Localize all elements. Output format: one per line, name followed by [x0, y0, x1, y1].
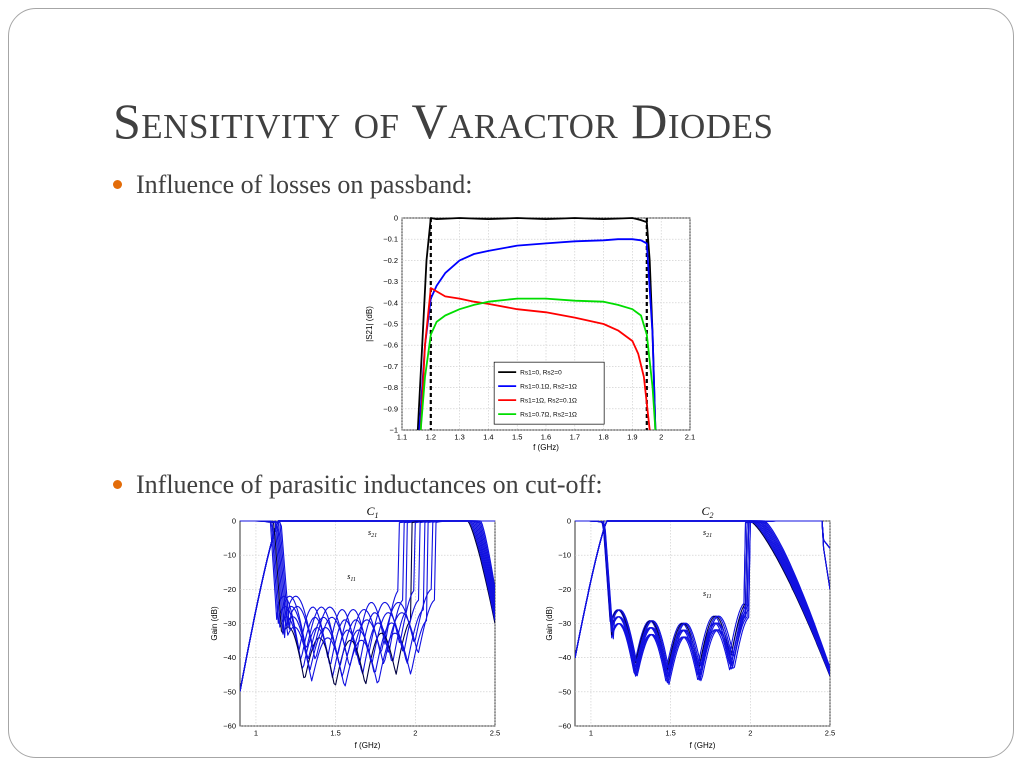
x-tick-label: 2 [413, 729, 417, 738]
s21-annotation: s21 [703, 528, 712, 539]
s21-losses-chart: 1.1 1.2 1.3 1.4 1.5 1.6 1.7 1.8 1.9 2 2.1 0 −0.1 −0.2… [365, 214, 695, 453]
series-group [240, 520, 495, 692]
bullet-losses: Influence of losses on passband: [113, 170, 472, 200]
y-tick-label: −20 [558, 585, 571, 594]
x-tick-label: 1 [589, 729, 593, 738]
y-tick-label: −20 [223, 585, 236, 594]
y-tick-label: −60 [558, 722, 571, 731]
bullet-parasitic-text: Influence of parasitic inductances on cu… [136, 470, 603, 499]
y-axis-label: Gain (dB) [545, 606, 554, 641]
x-tick-label: 2.1 [685, 433, 695, 442]
series-line [419, 287, 651, 431]
y-tick-label: −40 [223, 653, 236, 662]
x-tick-label: 1.5 [330, 729, 340, 738]
y-tick-label: −10 [558, 551, 571, 560]
legend-entry: Rs1=0, Rs2=0 [520, 370, 562, 377]
y-tick-label: −60 [223, 722, 236, 731]
legend-entry: Rs1=1Ω, Rs2=0.1Ω [520, 398, 577, 405]
y-tick-label: −1 [389, 426, 398, 435]
chart-title: C1 [366, 504, 378, 520]
x-tick-label: 1.1 [397, 433, 407, 442]
y-tick-label: −0.8 [383, 383, 398, 392]
y-tick-label: −50 [223, 687, 236, 696]
x-tick-label: 1.5 [665, 729, 675, 738]
c2-gain-chart: 1 1.5 2 2.5 0 −10 −20 −30 −40 −50 −60 C2 s21 s11 f (GH… [545, 504, 835, 750]
y-tick-label: −0.5 [383, 320, 398, 329]
x-tick-label: 1.2 [426, 433, 436, 442]
s11-annotation: s11 [703, 589, 712, 600]
series-group [416, 217, 657, 431]
x-tick-label: 1.7 [570, 433, 580, 442]
c1-gain-chart: 1 1.5 2 2.5 0 −10 −20 −30 −40 −50 −60 C1 s21 s11 f (GH… [210, 504, 500, 750]
bullet-parasitic: Influence of parasitic inductances on cu… [113, 470, 603, 500]
slide-title: Sensitivity of Varactor Diodes [113, 93, 774, 149]
x-axis-label: f (GHz) [355, 741, 381, 750]
y-tick-label: −0.6 [383, 341, 398, 350]
y-axis-label: Gain (dB) [210, 606, 219, 641]
series-line [418, 238, 657, 431]
series-line [416, 217, 657, 431]
s21-curve [575, 520, 830, 668]
s11-curve [575, 520, 830, 670]
y-tick-label: 0 [232, 517, 236, 526]
y-tick-label: −0.1 [383, 235, 398, 244]
x-tick-label: 1.4 [483, 433, 493, 442]
y-tick-label: 0 [567, 517, 571, 526]
y-tick-label: −0.9 [383, 404, 398, 413]
series-group [575, 520, 830, 686]
x-tick-label: 1.9 [627, 433, 637, 442]
bullet-dot-icon [113, 179, 122, 189]
x-tick-label: 2.5 [490, 729, 500, 738]
y-tick-label: −10 [223, 551, 236, 560]
legend-entry: Rs1=0.7Ω, Rs2=1Ω [520, 412, 577, 419]
series-line [419, 297, 657, 431]
x-tick-label: 2.5 [825, 729, 835, 738]
chart-title: C2 [701, 504, 713, 520]
y-tick-label: 0 [394, 214, 398, 223]
s11-curve [240, 520, 495, 667]
y-tick-label: −30 [223, 619, 236, 628]
x-tick-label: 1.5 [512, 433, 522, 442]
x-tick-label: 1.8 [598, 433, 608, 442]
x-tick-label: 1 [254, 729, 258, 738]
legend-entry: Rs1=0.1Ω, Rs2=1Ω [520, 384, 577, 391]
bullet-losses-text: Influence of losses on passband: [136, 170, 473, 199]
x-tick-label: 2 [748, 729, 752, 738]
y-tick-label: −0.7 [383, 362, 398, 371]
y-tick-label: −0.4 [383, 298, 398, 307]
x-tick-label: 1.3 [454, 433, 464, 442]
x-axis-label: f (GHz) [533, 443, 559, 452]
y-tick-label: −50 [558, 687, 571, 696]
x-axis-label: f (GHz) [690, 741, 716, 750]
bullet-dot-icon [113, 479, 122, 489]
y-tick-label: −0.3 [383, 277, 398, 286]
y-tick-label: −0.2 [383, 256, 398, 265]
x-tick-label: 1.6 [541, 433, 551, 442]
s21-annotation: s21 [368, 528, 377, 539]
y-tick-label: −40 [558, 653, 571, 662]
s11-annotation: s11 [347, 572, 356, 583]
y-tick-label: −30 [558, 619, 571, 628]
y-axis-label: |S21| (dB) [365, 306, 374, 342]
x-tick-label: 2 [659, 433, 663, 442]
